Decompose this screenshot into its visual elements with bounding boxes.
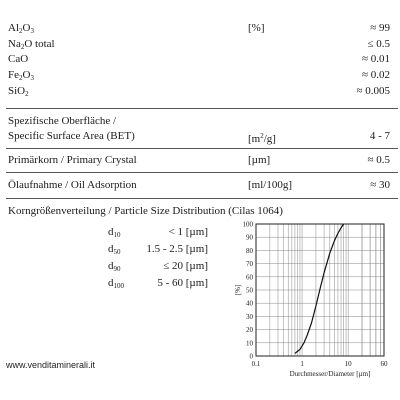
psd-d-label: d10 — [108, 226, 121, 239]
x-tick-label: 10 — [345, 360, 353, 368]
y-tick-label: 60 — [246, 273, 254, 281]
y-tick-label: 50 — [246, 287, 254, 295]
psd-d-label: d50 — [108, 243, 121, 256]
y-tick-label: 80 — [246, 247, 254, 255]
y-tick-label: 40 — [246, 300, 254, 308]
x-tick-label: 1 — [300, 360, 304, 368]
surface-area-unit: [m2/g] — [248, 132, 276, 145]
y-axis-label: [%] — [234, 285, 242, 296]
x-tick-label: 60 — [381, 360, 389, 368]
y-tick-label: 90 — [246, 234, 254, 242]
particle-size-chart: 0 10 20 30 40 50 60 70 80 90 100 0.1 1 10 60 [%] Durchme… — [234, 221, 389, 379]
composition-value: ≈ 0.005 — [356, 85, 390, 97]
y-tick-label: 30 — [246, 313, 254, 321]
psd-d-value: < 1 [µm] — [168, 226, 208, 238]
composition-value: ≤ 0.5 — [367, 38, 390, 50]
x-axis-label: Durchmesser/Diameter [µm] — [290, 370, 371, 378]
oil-adsorption-label: Ölaufnahme / Oil Adsorption — [8, 179, 137, 191]
composition-value: ≈ 99 — [370, 22, 390, 34]
primary-crystal-unit: [µm] — [248, 154, 271, 166]
website-link[interactable]: www.venditaminerali.it — [6, 360, 96, 370]
psd-d-label: d90 — [108, 260, 121, 273]
divider — [6, 198, 398, 199]
psd-d-value: 1.5 - 2.5 [µm] — [146, 243, 208, 255]
divider — [6, 172, 398, 173]
primary-crystal-label: Primärkorn / Primary Crystal — [8, 154, 137, 166]
y-tick-label: 0 — [250, 353, 254, 361]
surface-area-label-en: Specific Surface Area (BET) — [8, 130, 135, 142]
composition-formula: CaO — [8, 53, 29, 65]
y-tick-label: 20 — [246, 326, 254, 334]
divider — [6, 108, 398, 109]
x-tick-label: 0.1 — [252, 360, 261, 368]
primary-crystal-value: ≈ 0.5 — [367, 154, 390, 166]
composition-formula: Al2O3 — [8, 22, 34, 35]
psd-d-value: ≤ 20 [µm] — [163, 260, 208, 272]
cumulative-distribution-line — [294, 223, 345, 354]
y-tick-label: 100 — [243, 221, 254, 229]
y-tick-label: 10 — [246, 339, 254, 347]
composition-formula: Na2O total — [8, 38, 55, 51]
surface-area-value: 4 - 7 — [369, 130, 390, 142]
composition-formula: Fe2O3 — [8, 69, 34, 82]
psd-title: Korngrößenverteilung / Particle Size Dis… — [8, 205, 283, 217]
oil-adsorption-unit: [ml/100g] — [248, 179, 292, 191]
composition-value: ≈ 0.01 — [361, 53, 390, 65]
divider — [6, 148, 398, 149]
surface-area-label-de: Spezifische Oberfläche / — [8, 115, 117, 127]
plot-frame — [255, 223, 385, 357]
oil-adsorption-value: ≈ 30 — [370, 179, 390, 191]
psd-d-label: d100 — [108, 277, 124, 290]
composition-formula: SiO2 — [8, 85, 29, 98]
composition-value: ≈ 0.02 — [361, 69, 390, 81]
psd-d-value: 5 - 60 [µm] — [157, 277, 208, 289]
composition-unit: [%] — [248, 22, 265, 34]
y-tick-label: 70 — [246, 260, 254, 268]
